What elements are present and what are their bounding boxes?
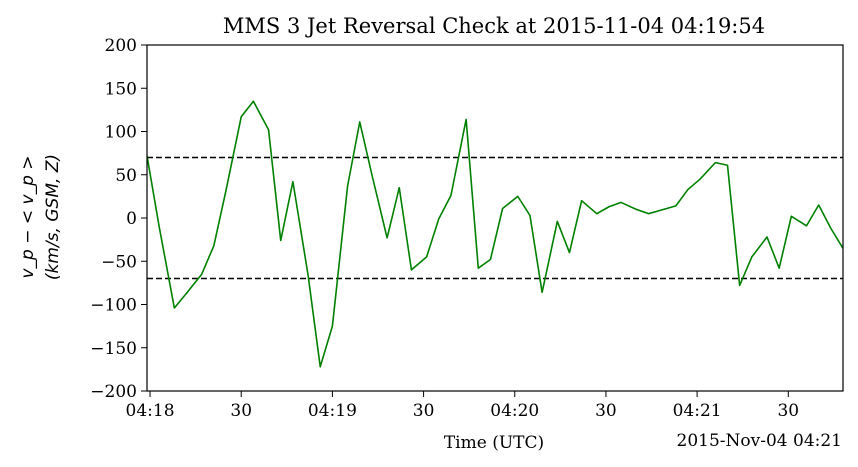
series-line-1 [147,100,843,368]
x-tick-label: 04:20 [490,401,539,421]
chart-title: MMS 3 Jet Reversal Check at 2015-11-04 0… [223,14,765,38]
x-axis-label: Time (UTC) [444,433,544,453]
x-tick-label: 30 [777,401,799,421]
y-tick-label: −50 [101,252,137,272]
x-tick-label: 04:19 [308,401,357,421]
x-tick-label: 30 [230,401,252,421]
y-axis-label-line1: v_p − < v_p > [18,155,38,278]
x-offset-label: 2015-Nov-04 04:21 [677,431,843,451]
x-tick-label: 30 [595,401,617,421]
y-tick-label: 150 [105,79,137,99]
axes-box [146,44,844,392]
y-tick-label: 100 [105,123,137,143]
y-tick-label: 0 [126,209,137,229]
y-tick-label: −100 [90,296,137,316]
x-axis: 04:18 30 04:19 30 04:20 30 04:21 30 [126,391,799,421]
y-tick-label: 50 [115,166,137,186]
y-tick-label: −150 [90,339,137,359]
y-tick-label: 200 [105,36,137,56]
axes-frame [146,44,844,392]
y-tick-label: −200 [90,382,137,402]
y-axis-label-line2: (km/s, GSM, Z) [43,154,63,280]
x-tick-label: 30 [413,401,435,421]
y-axis: 200 150 100 50 0 −50 −100 −150 −200 [90,36,147,402]
x-tick-label: 04:21 [673,401,722,421]
x-tick-label: 04:18 [126,401,175,421]
plot-area [147,100,843,368]
